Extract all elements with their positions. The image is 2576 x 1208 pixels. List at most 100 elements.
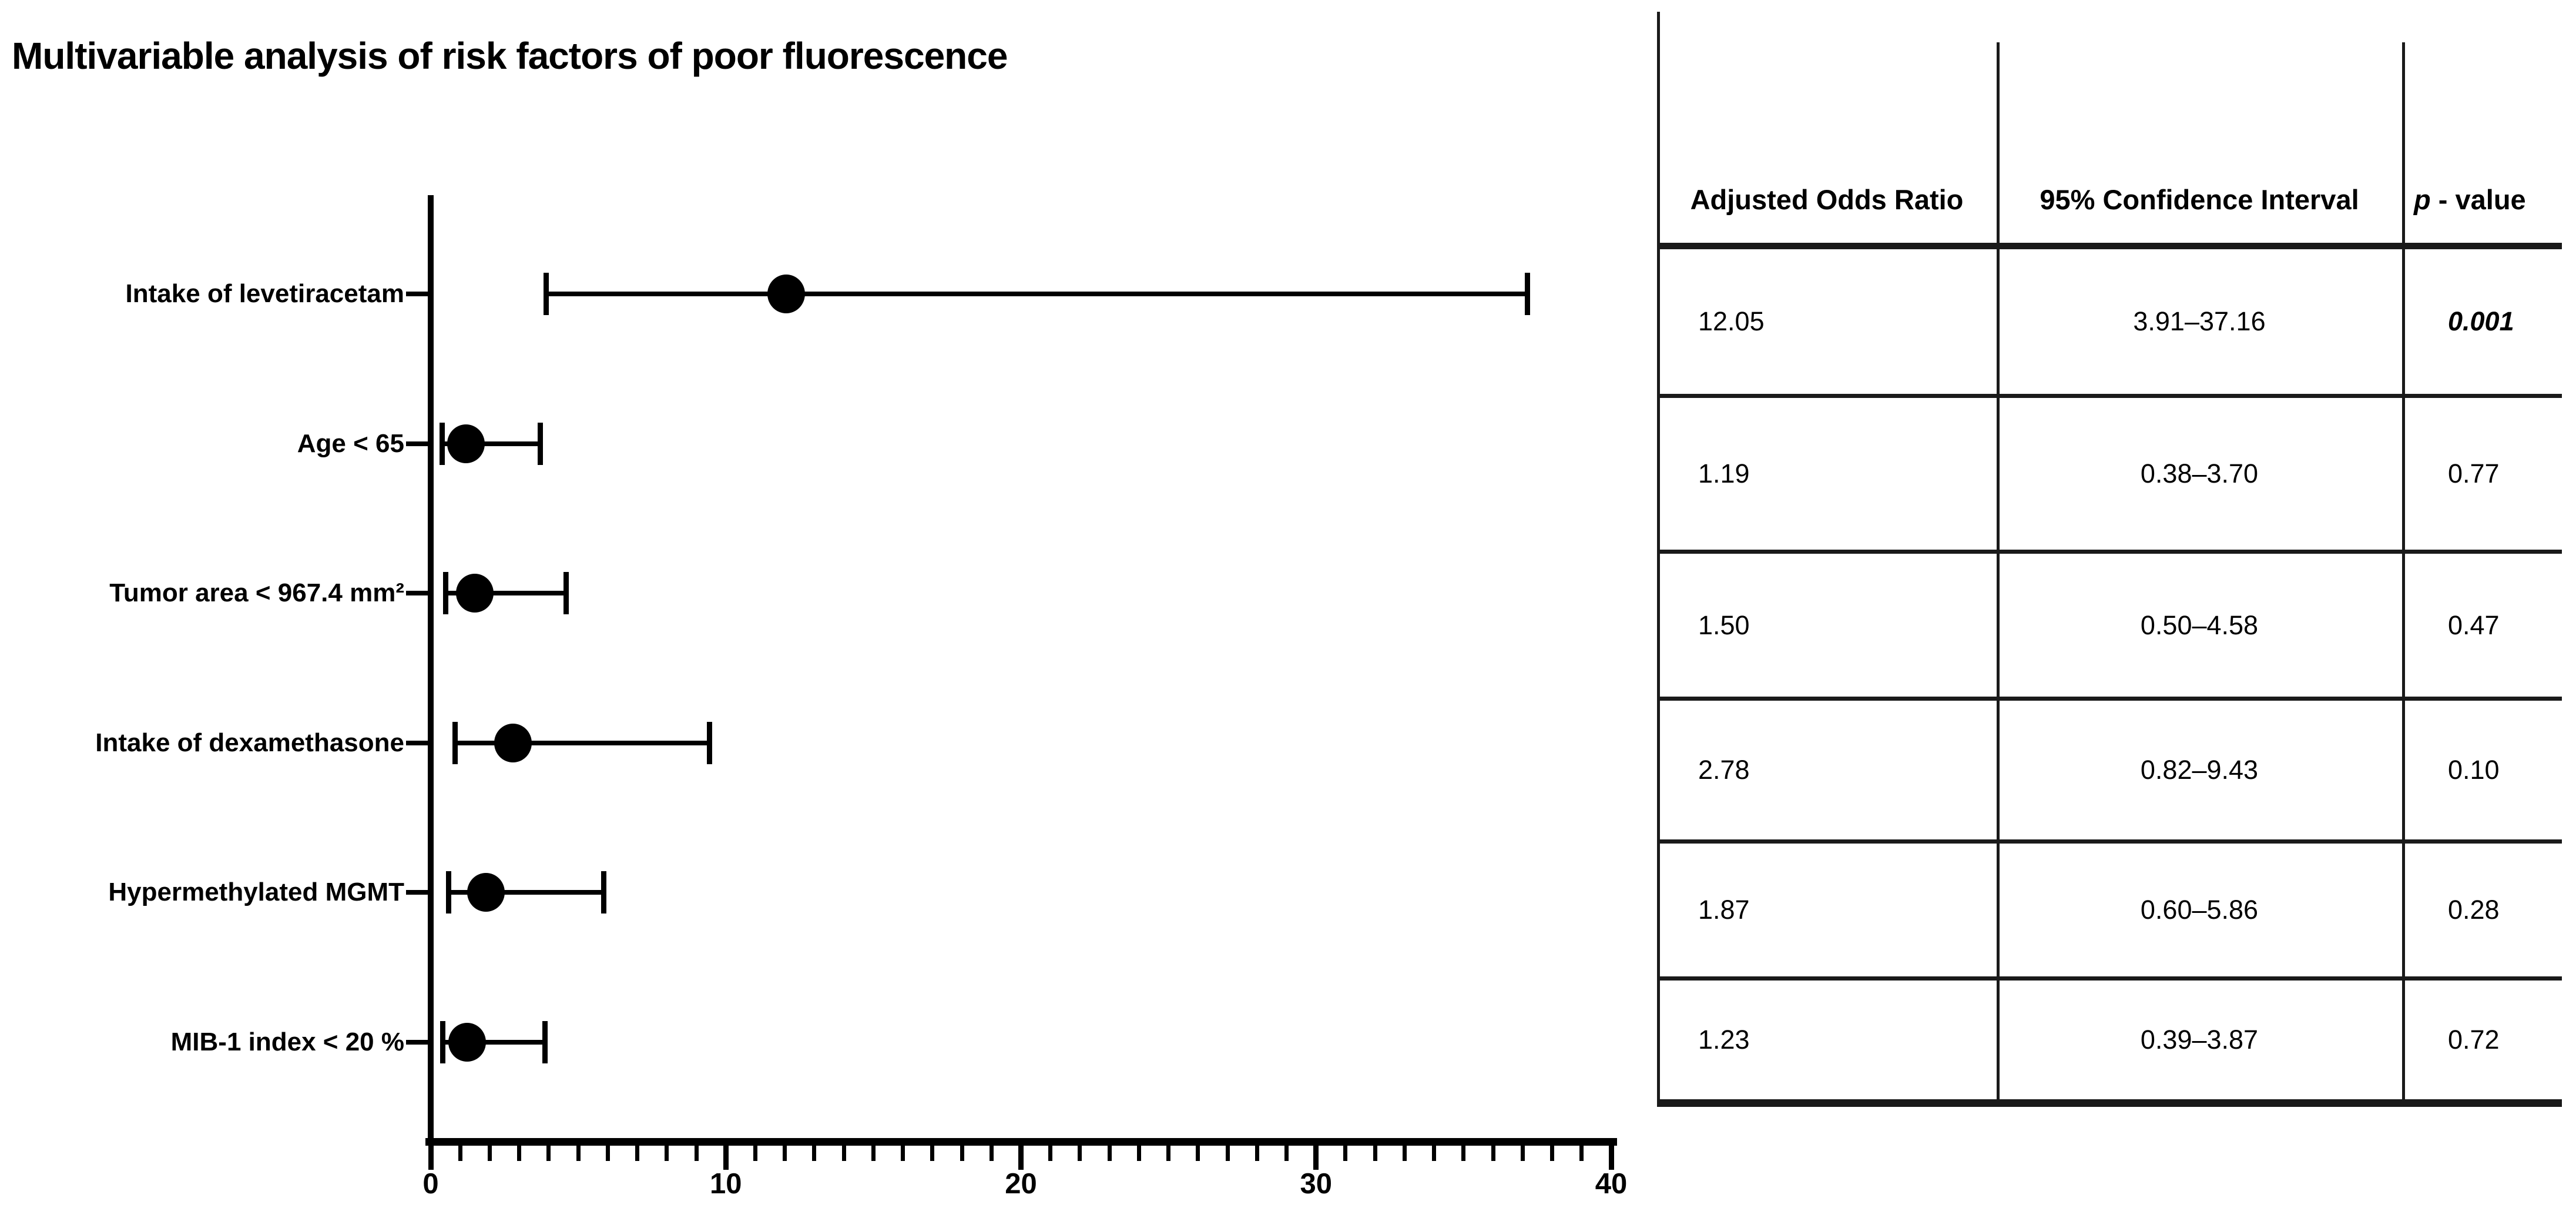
cell-p-row2: 0.77 xyxy=(2448,459,2500,488)
cell-aor-row3: 1.50 xyxy=(1698,610,1750,640)
confidence-interval-bar xyxy=(445,591,566,596)
x-axis-minor-tick xyxy=(635,1145,640,1161)
x-axis-minor-tick xyxy=(930,1145,935,1161)
x-axis-minor-tick xyxy=(1520,1145,1525,1161)
x-axis-minor-tick xyxy=(1225,1145,1230,1161)
row-rule-5 xyxy=(1657,976,2562,981)
cell-ci-row3: 0.50–4.58 xyxy=(2140,610,2259,640)
x-tick-label: 40 xyxy=(1595,1168,1628,1200)
x-axis-minor-tick xyxy=(1579,1145,1584,1161)
odds-ratio-dot xyxy=(448,1023,486,1062)
ci-upper-cap xyxy=(1525,273,1531,315)
y-axis-row-tick xyxy=(406,591,431,596)
x-axis-major-tick xyxy=(1313,1145,1319,1170)
row-rule-2 xyxy=(1657,550,2562,554)
x-axis-minor-tick xyxy=(1550,1145,1555,1161)
confidence-interval-bar xyxy=(455,740,709,745)
col-header-adjusted-odds-ratio: Adjusted Odds Ratio xyxy=(1690,184,1964,215)
row-label: MIB-1 index < 20 % xyxy=(170,1028,404,1056)
cell-aor-row5: 1.87 xyxy=(1698,895,1750,925)
row-label: Tumor area < 967.4 mm² xyxy=(109,578,404,608)
cell-p-row5: 0.28 xyxy=(2448,895,2500,925)
confidence-interval-bar xyxy=(442,1040,545,1045)
x-axis-minor-tick xyxy=(1107,1145,1112,1161)
y-axis-row-tick xyxy=(406,740,431,745)
y-axis-line xyxy=(428,195,434,1145)
chart-title: Multivariable analysis of risk factors o… xyxy=(12,35,1008,77)
cell-ci-row6: 0.39–3.87 xyxy=(2140,1025,2259,1055)
y-axis-row-tick xyxy=(406,441,431,446)
cell-p-row6: 0.72 xyxy=(2448,1025,2500,1055)
odds-ratio-dot xyxy=(456,574,494,613)
x-axis-minor-tick xyxy=(1432,1145,1437,1161)
x-axis-minor-tick xyxy=(694,1145,699,1161)
ci-lower-cap xyxy=(544,273,549,315)
x-axis-minor-tick xyxy=(487,1145,492,1161)
x-axis-minor-tick xyxy=(1284,1145,1289,1161)
cell-aor-row6: 1.23 xyxy=(1698,1025,1750,1055)
col-header-confidence-interval: 95% Confidence Interval xyxy=(2040,184,2359,215)
y-axis-row-tick xyxy=(406,890,431,895)
cell-p-row3: 0.47 xyxy=(2448,610,2500,640)
y-axis-row-tick xyxy=(406,292,431,296)
x-axis-minor-tick xyxy=(1166,1145,1171,1161)
odds-ratio-dot xyxy=(447,424,485,463)
cell-aor-row2: 1.19 xyxy=(1698,459,1750,488)
x-axis-major-tick xyxy=(1608,1145,1614,1170)
cell-aor-row1: 12.05 xyxy=(1698,306,1765,336)
x-axis-minor-tick xyxy=(1136,1145,1141,1161)
forest-plot: Intake of levetiracetam Age < 65 Tumor are… xyxy=(95,195,1627,1200)
x-axis-major-tick xyxy=(723,1145,729,1170)
ci-upper-cap xyxy=(537,422,543,465)
x-axis-minor-tick xyxy=(1491,1145,1495,1161)
odds-ratio-dot xyxy=(767,275,806,313)
table-divider-1 xyxy=(1997,42,2000,1106)
x-tick-label: 10 xyxy=(709,1168,742,1200)
x-axis-line xyxy=(425,1138,1617,1146)
confidence-interval-bar xyxy=(442,441,540,446)
ci-lower-cap xyxy=(452,721,458,764)
row-label: Hypermethylated MGMT xyxy=(108,878,404,907)
row-rule-1 xyxy=(1657,394,2562,398)
confidence-interval-bar xyxy=(448,890,604,895)
x-tick-label: 30 xyxy=(1300,1168,1332,1200)
row-label: Age < 65 xyxy=(297,429,404,458)
ci-lower-cap xyxy=(446,871,452,914)
x-axis-minor-tick xyxy=(812,1145,817,1161)
row-label: Intake of levetiracetam xyxy=(125,279,404,308)
cell-ci-row4: 0.82–9.43 xyxy=(2140,755,2259,785)
cell-aor-row4: 2.78 xyxy=(1698,755,1750,785)
row-rule-4 xyxy=(1657,839,2562,844)
x-axis-minor-tick xyxy=(1343,1145,1348,1161)
results-table: Adjusted Odds Ratio 95% Confidence Inter… xyxy=(1657,12,2564,1107)
p-value-header-rest: - value xyxy=(2430,184,2526,215)
col-header-p-value: p - value xyxy=(2414,156,2564,244)
table-bottom-rule xyxy=(1657,1099,2562,1107)
x-axis-minor-tick xyxy=(753,1145,757,1161)
x-axis-major-tick xyxy=(1018,1145,1024,1170)
x-axis-minor-tick xyxy=(901,1145,905,1161)
cell-p-row4: 0.10 xyxy=(2448,755,2500,785)
x-tick-label: 0 xyxy=(422,1168,439,1200)
cell-ci-row5: 0.60–5.86 xyxy=(2140,895,2259,925)
x-axis-minor-tick xyxy=(1196,1145,1200,1161)
x-axis-minor-tick xyxy=(605,1145,610,1161)
x-axis-major-tick xyxy=(428,1145,434,1170)
p-value-header-italic-part: p xyxy=(2414,184,2431,215)
odds-ratio-dot xyxy=(467,873,505,912)
confidence-interval-bar xyxy=(546,292,1528,296)
ci-upper-cap xyxy=(542,1021,548,1063)
x-axis-minor-tick xyxy=(1402,1145,1407,1161)
x-axis-minor-tick xyxy=(458,1145,462,1161)
x-axis-minor-tick xyxy=(1048,1145,1053,1161)
x-axis-minor-tick xyxy=(1461,1145,1466,1161)
cell-ci-row2: 0.38–3.70 xyxy=(2140,459,2259,488)
table-divider-2 xyxy=(2402,42,2405,1106)
x-axis-minor-tick xyxy=(1078,1145,1082,1161)
cell-p-row1: 0.001 xyxy=(2448,306,2514,336)
x-axis-minor-tick xyxy=(546,1145,551,1161)
header-rule xyxy=(1657,243,2562,249)
x-axis-minor-tick xyxy=(665,1145,669,1161)
x-axis-minor-tick xyxy=(1255,1145,1259,1161)
